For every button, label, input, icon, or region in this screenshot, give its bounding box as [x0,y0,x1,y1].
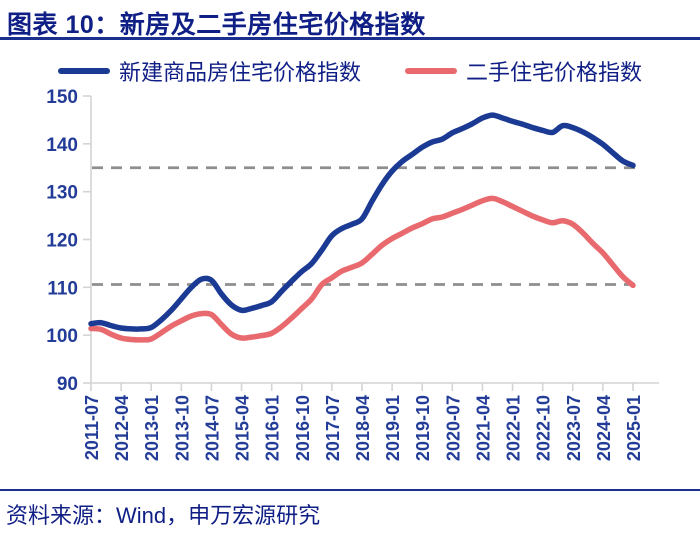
legend-item-secondhand: 二手住宅价格指数 [405,55,642,87]
x-tick-label: 2023-07 [564,395,584,461]
line-new-homes [88,112,636,332]
x-tick-label: 2022-01 [504,395,524,461]
y-tick-label: 130 [46,183,78,204]
x-tick-label: 2025-01 [624,395,644,461]
legend-label-new-homes: 新建商品房住宅价格指数 [118,60,361,85]
legend-swatch-secondhand [405,68,457,74]
figure-title: 图表 10：新房及二手房住宅价格指数 [7,11,426,39]
x-tick-label: 2014-07 [202,395,222,461]
y-tick-label: 100 [46,326,78,347]
x-tick-label: 2020-07 [443,395,463,461]
x-tick-label: 2013-01 [142,395,162,461]
x-tick-label: 2015-04 [233,395,253,461]
chart-legend: 新建商品房住宅价格指数 二手住宅价格指数 [0,56,700,86]
x-tick-label: 2016-10 [293,395,313,461]
legend-item-new-homes: 新建商品房住宅价格指数 [57,55,361,87]
y-tick-label: 150 [46,87,78,108]
y-tick-label: 120 [46,231,78,252]
x-tick-label: 2011-07 [82,395,102,460]
y-tick-label: 90 [57,374,78,395]
legend-label-secondhand: 二手住宅价格指数 [466,60,643,85]
source-note: 资料来源：Wind，申万宏源研究 [6,503,321,528]
x-tick-label: 2012-04 [112,395,132,461]
y-tick-label: 110 [47,278,78,299]
x-tick-label: 2019-01 [383,395,403,461]
legend-swatch-new-homes [57,68,110,74]
axis-lines [90,96,659,384]
footer-rule [0,489,700,491]
x-tick-label: 2022-10 [534,395,554,461]
x-tick-label: 2013-10 [172,395,192,461]
line-secondhand [88,195,636,343]
x-tick-label: 2021-04 [473,395,493,461]
y-tick-label: 140 [46,135,78,156]
x-tick-label: 2016-01 [263,395,283,461]
x-tick-label: 2024-04 [594,395,614,461]
x-tick-label: 2019-10 [413,395,433,461]
x-tick-label: 2017-07 [323,395,343,461]
title-underline [0,37,700,40]
x-tick-label: 2018-04 [353,395,373,461]
